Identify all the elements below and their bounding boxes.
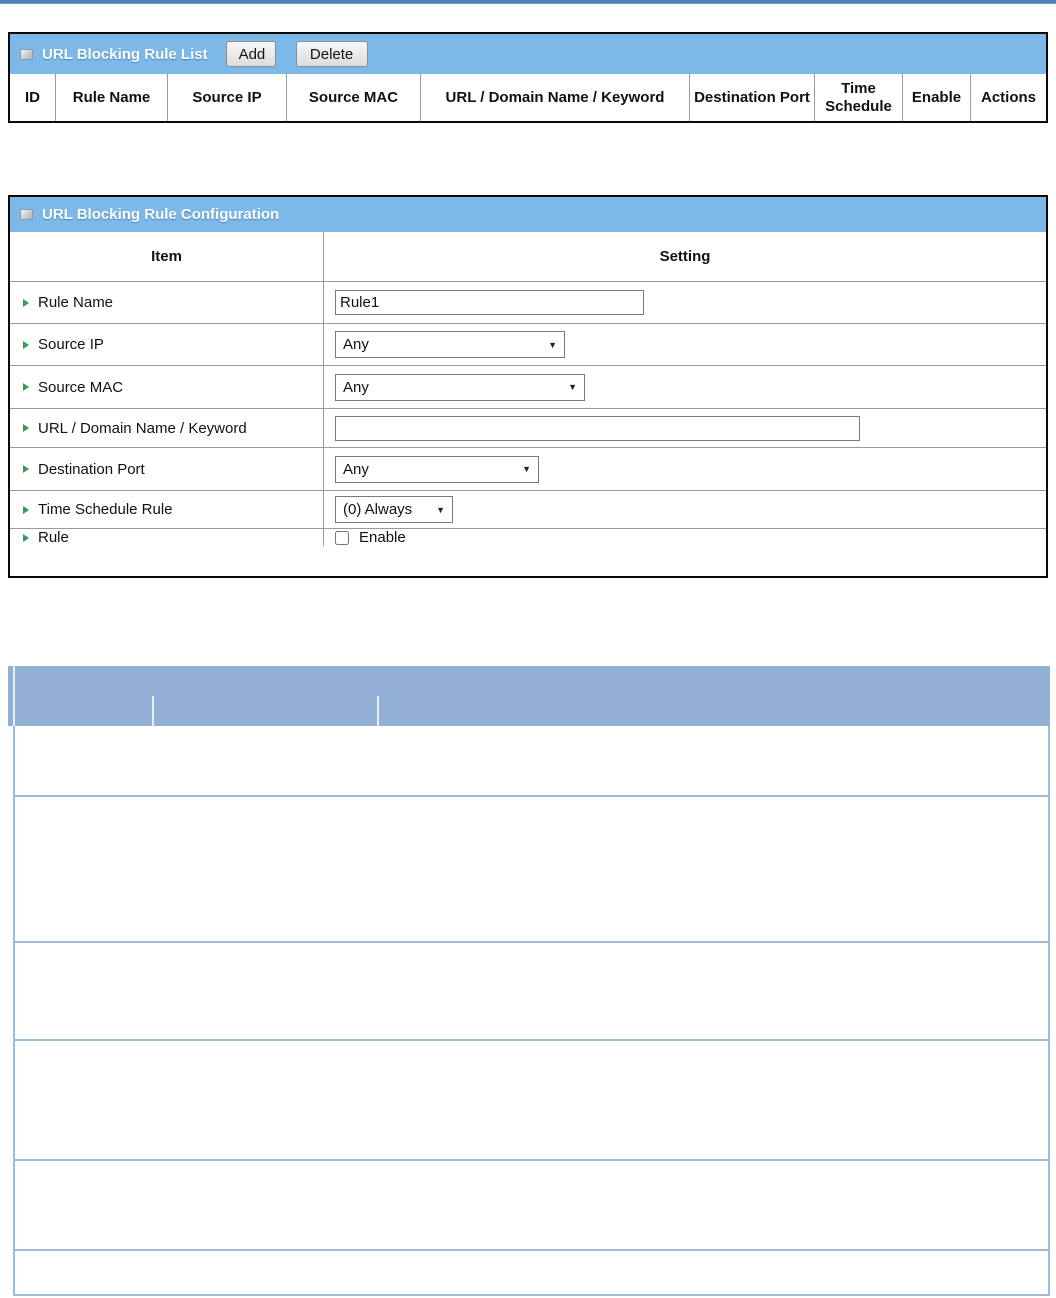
config-row-time-schedule: Time Schedule Rule (0) Always ▼ — [10, 491, 1046, 529]
rule-name-input[interactable] — [335, 290, 644, 315]
setting-column-header: Setting — [659, 248, 711, 265]
dropdown-arrow-icon: ▼ — [568, 382, 577, 392]
dropdown-arrow-icon: ▼ — [436, 504, 445, 515]
rule-list-title: URL Blocking Rule List — [42, 45, 208, 63]
rule-list-header-row: ID Rule Name Source IP Source MAC URL / … — [10, 74, 1046, 121]
rule-config-title-bar: URL Blocking Rule Configuration — [10, 197, 1046, 232]
header-divider — [377, 696, 379, 726]
item-bullet-icon — [23, 383, 29, 391]
item-column-header: Item — [10, 232, 324, 281]
rule-enable-checkbox[interactable] — [335, 530, 349, 545]
item-bullet-icon — [23, 298, 29, 307]
column-header-url-domain-keyword: URL / Domain Name / Keyword — [421, 74, 690, 121]
description-table-body — [13, 726, 1050, 1296]
time-schedule-select[interactable]: (0) Always ▼ — [335, 496, 453, 523]
item-bullet-icon — [23, 424, 29, 432]
config-row-label: URL / Domain Name / Keyword — [38, 419, 247, 437]
config-row-destination-port: Destination Port Any ▼ — [10, 448, 1046, 491]
config-row-url-domain-keyword: URL / Domain Name / Keyword — [10, 409, 1046, 448]
column-header-destination-port: Destination Port — [690, 74, 815, 121]
url-blocking-rule-list-panel: URL Blocking Rule List Add Delete ID Rul… — [8, 32, 1048, 123]
delete-button[interactable]: Delete — [295, 41, 368, 67]
add-button[interactable]: Add — [225, 41, 276, 67]
header-divider — [13, 666, 15, 726]
config-row-rule-name: Rule Name — [10, 282, 1046, 324]
column-header-id: ID — [10, 74, 56, 121]
item-bullet-icon — [23, 340, 29, 349]
config-header-row: Item Setting — [10, 232, 1046, 282]
destination-port-select[interactable]: Any ▼ — [335, 455, 539, 483]
empty-table-row — [15, 943, 1048, 1041]
config-row-source-ip: Source IP Any ▼ — [10, 324, 1046, 366]
section-bullet-icon — [20, 209, 33, 220]
enable-checkbox-label: Enable — [359, 529, 406, 546]
select-value: Any — [343, 336, 369, 353]
config-row-rule-enable: Rule Enable — [10, 529, 1046, 546]
item-bullet-icon — [23, 505, 29, 514]
empty-description-table — [8, 666, 1050, 1296]
item-bullet-icon — [23, 533, 29, 542]
section-bullet-icon — [20, 48, 33, 60]
page-top-rule — [0, 0, 1056, 4]
column-header-time-schedule: Time Schedule — [815, 74, 903, 121]
column-header-actions: Actions — [980, 88, 1036, 106]
empty-table-row — [15, 1161, 1048, 1251]
column-header-source-ip: Source IP — [168, 74, 287, 121]
select-value: (0) Always — [343, 501, 413, 518]
config-row-label: Time Schedule Rule — [38, 501, 173, 518]
config-row-label: Source MAC — [38, 378, 124, 396]
config-row-label: Destination Port — [38, 460, 145, 478]
select-value: Any — [343, 460, 369, 478]
item-bullet-icon — [23, 465, 29, 473]
header-divider — [152, 696, 154, 726]
column-header-source-mac: Source MAC — [287, 74, 421, 121]
empty-table-row — [15, 726, 1048, 797]
url-blocking-rule-configuration-panel: URL Blocking Rule Configuration Item Set… — [8, 195, 1048, 578]
empty-table-row — [15, 1041, 1048, 1161]
column-header-rule-name: Rule Name — [56, 74, 168, 121]
empty-table-row — [15, 1251, 1048, 1296]
config-row-source-mac: Source MAC Any ▼ — [10, 366, 1046, 409]
config-row-label: Source IP — [38, 336, 104, 353]
config-row-label: Rule Name — [38, 294, 114, 311]
description-table-header — [8, 666, 1050, 726]
rule-list-title-bar: URL Blocking Rule List Add Delete — [10, 34, 1046, 74]
empty-table-row — [15, 797, 1048, 943]
select-value: Any — [343, 378, 369, 396]
rule-config-title: URL Blocking Rule Configuration — [42, 206, 280, 223]
dropdown-arrow-icon: ▼ — [522, 464, 531, 474]
url-domain-keyword-input[interactable] — [335, 415, 860, 441]
config-row-label: Rule — [38, 529, 69, 546]
source-ip-select[interactable]: Any ▼ — [335, 331, 565, 358]
column-header-enable: Enable — [903, 74, 971, 121]
dropdown-arrow-icon: ▼ — [548, 339, 557, 350]
source-mac-select[interactable]: Any ▼ — [335, 373, 585, 401]
